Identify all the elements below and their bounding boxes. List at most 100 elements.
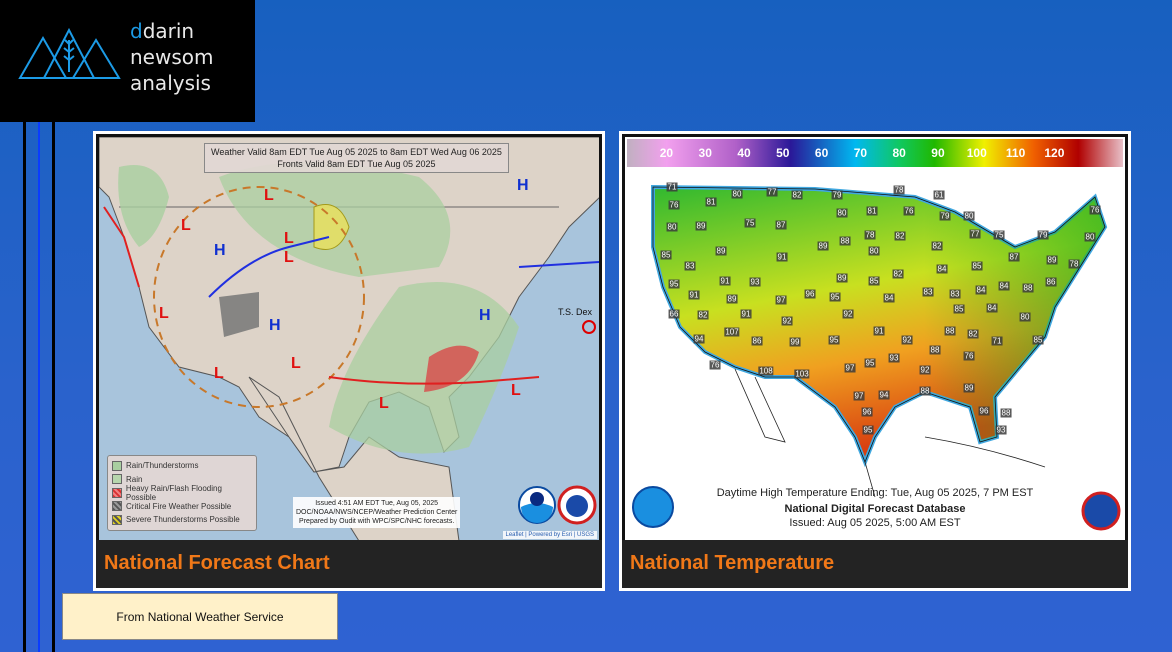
temperature-map-graphic bbox=[632, 184, 1121, 531]
low-pressure-label: L bbox=[284, 249, 294, 266]
temperature-label: 88 bbox=[1000, 408, 1012, 418]
temperature-caption: National Temperature bbox=[622, 540, 1128, 588]
temperature-label: 81 bbox=[705, 197, 717, 207]
scale-tick-label: 90 bbox=[931, 146, 945, 160]
scale-tick-label: 40 bbox=[737, 146, 751, 160]
temperature-label: 81 bbox=[866, 206, 878, 216]
temperature-label: 79 bbox=[939, 211, 951, 221]
scale-tick-label: 30 bbox=[698, 146, 712, 160]
swatch-icon bbox=[112, 501, 122, 512]
temperature-map-source: National Digital Forecast Database bbox=[784, 503, 966, 515]
temperature-label: 71 bbox=[991, 336, 1003, 346]
temperature-label: 96 bbox=[861, 407, 873, 417]
legend-item: Rain bbox=[112, 473, 252, 487]
temperature-label: 92 bbox=[919, 365, 931, 375]
temperature-label: 95 bbox=[668, 279, 680, 289]
temperature-label: 97 bbox=[853, 391, 865, 401]
scale-tick-label: 100 bbox=[966, 146, 987, 160]
scale-tick-label: 60 bbox=[814, 146, 829, 160]
logo-line: newsom bbox=[130, 45, 214, 69]
scale-tick-label: 70 bbox=[853, 146, 868, 160]
temperature-label: 95 bbox=[862, 425, 874, 435]
temperature-label: 80 bbox=[666, 222, 678, 232]
temperature-label: 91 bbox=[688, 290, 700, 300]
temperature-label: 83 bbox=[949, 289, 961, 299]
temperature-label: 97 bbox=[775, 295, 787, 305]
low-pressure-label: L bbox=[181, 217, 191, 234]
header-line: Weather Valid 8am EDT Tue Aug 05 2025 to… bbox=[211, 147, 502, 157]
temperature-label: 86 bbox=[751, 336, 763, 346]
temperature-label: 82 bbox=[697, 310, 709, 320]
issued-box: Issued 4:51 AM EDT Tue, Aug 05, 2025 DOC/… bbox=[293, 497, 461, 528]
temperature-label: 84 bbox=[936, 264, 948, 274]
header-line: Fronts Valid 8am EDT Tue Aug 05 2025 bbox=[277, 159, 436, 169]
temperature-label: 83 bbox=[922, 287, 934, 297]
temperature-label: 93 bbox=[888, 353, 900, 363]
temperature-label: 91 bbox=[719, 276, 731, 286]
legend-item: Heavy Rain/Flash Flooding Possible bbox=[112, 484, 252, 502]
map-attribution-link[interactable]: Leaflet | Powered by Esri | USGS bbox=[502, 531, 597, 539]
temperature-color-scale: 20 30 40 50 60 70 80 90 100 110 120 bbox=[627, 139, 1123, 167]
low-pressure-label: L bbox=[214, 365, 224, 382]
temperature-label: 107 bbox=[724, 327, 740, 337]
temperature-label: 76 bbox=[1089, 205, 1101, 215]
temperature-label: 89 bbox=[726, 294, 738, 304]
temperature-label: 89 bbox=[1046, 255, 1058, 265]
temperature-label: 86 bbox=[1045, 277, 1057, 287]
temperature-label: 84 bbox=[998, 281, 1010, 291]
issued-line: DOC/NOAA/NWS/NCEP/Weather Prediction Cen… bbox=[296, 509, 458, 516]
low-pressure-label: L bbox=[291, 355, 301, 372]
temperature-label: 75 bbox=[993, 230, 1005, 240]
temperature-map-subtitle: Daytime High Temperature Ending: Tue, Au… bbox=[716, 487, 1034, 499]
temperature-label: 88 bbox=[839, 236, 851, 246]
temperature-label: 80 bbox=[868, 246, 880, 256]
temperature-label: 83 bbox=[684, 261, 696, 271]
low-pressure-label: L bbox=[379, 395, 389, 412]
temperature-label: 97 bbox=[844, 363, 856, 373]
divider-line bbox=[23, 122, 26, 652]
scale-tick-label: 120 bbox=[1044, 146, 1065, 160]
mountains-wheat-icon bbox=[18, 27, 121, 79]
temperature-label: 88 bbox=[919, 386, 931, 396]
source-note: From National Weather Service bbox=[62, 593, 338, 640]
logo-line: darin bbox=[142, 19, 195, 43]
temperature-map-issued: Issued: Aug 05 2025, 5:00 AM EST bbox=[789, 517, 961, 529]
temperature-label: 89 bbox=[836, 273, 848, 283]
temperature-label: 82 bbox=[931, 241, 943, 251]
low-pressure-label: L bbox=[511, 382, 521, 399]
forecast-caption: National Forecast Chart bbox=[96, 540, 602, 588]
temperature-label: 80 bbox=[731, 189, 743, 199]
legend-label: Severe Thunderstorms Possible bbox=[126, 515, 240, 525]
temperature-label: 80 bbox=[1084, 232, 1096, 242]
temperature-label: 66 bbox=[668, 309, 680, 319]
temperature-label: 76 bbox=[709, 360, 721, 370]
temperature-label: 88 bbox=[929, 345, 941, 355]
temperature-label: 93 bbox=[749, 277, 761, 287]
temperature-label: 108 bbox=[758, 366, 774, 376]
scale-tick-label: 20 bbox=[659, 146, 674, 160]
temperature-label: 78 bbox=[864, 230, 876, 240]
legend-item: Severe Thunderstorms Possible bbox=[112, 513, 252, 527]
temperature-label: 79 bbox=[1037, 230, 1049, 240]
temperature-label: 80 bbox=[836, 208, 848, 218]
temperature-label: 85 bbox=[1032, 335, 1044, 345]
temperature-label: 91 bbox=[776, 252, 788, 262]
temperature-label: 61 bbox=[933, 190, 945, 200]
logo-line: analysis bbox=[130, 71, 211, 95]
swatch-icon bbox=[112, 487, 122, 498]
temperature-label: 85 bbox=[953, 304, 965, 314]
temperature-label: 96 bbox=[804, 289, 816, 299]
logo-text: analysis bbox=[130, 72, 211, 94]
temperature-label: 89 bbox=[715, 246, 727, 256]
swatch-icon bbox=[112, 474, 122, 485]
noaa-nws-logos-icon bbox=[518, 485, 597, 525]
temperature-label: 94 bbox=[693, 334, 705, 344]
temperature-label: 76 bbox=[963, 351, 975, 361]
forecast-legend: Rain/Thunderstorms Rain Heavy Rain/Flash… bbox=[107, 455, 257, 531]
logo: ddarin newsom analysis bbox=[0, 0, 255, 122]
temperature-label: 82 bbox=[967, 329, 979, 339]
temperature-label: 79 bbox=[831, 190, 843, 200]
legend-item: Critical Fire Weather Possible bbox=[112, 500, 252, 514]
temperature-label: 89 bbox=[817, 241, 829, 251]
